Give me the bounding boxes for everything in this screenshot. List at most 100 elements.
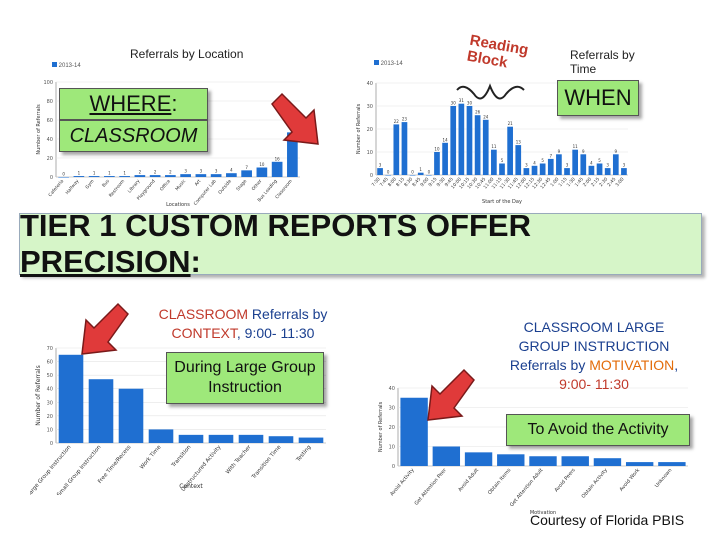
bar xyxy=(529,456,557,466)
where-label: WHERE: xyxy=(89,91,177,116)
bar-value-label: 24 xyxy=(483,114,489,119)
title-motivation: MOTIVATION xyxy=(589,357,675,373)
bar xyxy=(466,106,473,175)
bar xyxy=(178,434,204,443)
credit-text: Courtesy of Florida PBIS xyxy=(530,512,685,528)
category-tick-label: 7:30 xyxy=(371,176,382,188)
avoid-activity-callout: To Avoid the Activity xyxy=(506,414,690,446)
location-value: CLASSROOM xyxy=(69,125,198,147)
y-tick-label: 0 xyxy=(50,175,53,181)
bar xyxy=(268,436,294,443)
category-tick-label: Library xyxy=(127,178,142,194)
category-tick-label: Avoid Adult xyxy=(457,467,480,493)
category-tick-label: 3:00 xyxy=(614,176,625,188)
y-axis-title: Number of Referrals xyxy=(36,104,42,155)
bar-value-label: 2 xyxy=(139,170,142,175)
bar-value-label: 3 xyxy=(215,169,218,174)
category-tick-label: Get Attention Peer xyxy=(414,467,449,507)
category-tick-label: Other xyxy=(251,178,264,192)
bar-value-label: 2 xyxy=(169,170,172,175)
y-axis-title: Number of Referrals xyxy=(35,365,42,425)
bar-value-label: 0 xyxy=(387,170,390,175)
heading-text: TIER 1 CUSTOM REPORTS OFFER PRECISION: xyxy=(20,208,701,280)
reading-block-brace xyxy=(456,83,525,100)
bar-value-label: 1 xyxy=(419,167,422,172)
bar xyxy=(195,174,207,177)
bar xyxy=(298,437,324,443)
y-tick-label: 20 xyxy=(47,414,53,420)
category-tick-label: 1:45 xyxy=(574,176,585,188)
y-tick-label: 10 xyxy=(367,150,373,156)
heading-emphasis: PRECISION xyxy=(20,244,191,279)
category-tick-label: Avoid Activity xyxy=(389,467,415,497)
bar-value-label: 14 xyxy=(443,137,449,142)
category-tick-label: 7:45 xyxy=(379,176,390,188)
bar xyxy=(596,163,603,175)
bar xyxy=(580,154,587,175)
y-tick-label: 60 xyxy=(47,118,53,124)
bar-value-label: 4 xyxy=(230,168,233,173)
title-line3a: Referrals by xyxy=(509,357,590,373)
bar xyxy=(148,429,174,443)
bar xyxy=(612,154,619,175)
arrow-icon xyxy=(81,302,129,355)
y-axis-title: Number of Referrals xyxy=(356,103,362,154)
category-tick-label: Restroom xyxy=(108,178,126,198)
location-chart-title: Referrals by Location xyxy=(130,47,244,61)
category-tick-label: 2:45 xyxy=(606,176,617,188)
category-tick-label: 2:00 xyxy=(582,176,593,188)
bar xyxy=(417,172,424,175)
bar xyxy=(73,176,85,177)
bar-value-label: 26 xyxy=(475,110,481,115)
category-tick-label: 8:00 xyxy=(387,176,398,188)
bar xyxy=(149,175,161,177)
category-tick-label: 1:15 xyxy=(557,176,568,188)
bar-value-label: 9 xyxy=(615,149,618,154)
bar xyxy=(104,176,115,177)
where-word: WHERE xyxy=(89,91,172,116)
y-tick-label: 40 xyxy=(47,387,53,393)
bar-value-label: 7 xyxy=(550,153,553,158)
category-tick-label: Obtain Activity xyxy=(581,467,609,499)
bar xyxy=(539,163,546,175)
bar xyxy=(572,149,579,175)
category-tick-label: 9:45 xyxy=(444,176,455,188)
category-tick-label: Free Time/Recess xyxy=(97,444,132,485)
category-tick-label: Unknown xyxy=(654,467,674,489)
y-tick-label: 20 xyxy=(367,127,373,133)
bar xyxy=(450,106,457,175)
category-tick-label: 9:30 xyxy=(436,176,447,188)
category-tick-label: Outside xyxy=(217,178,233,195)
bar-value-label: 3 xyxy=(525,163,528,168)
y-tick-label: 10 xyxy=(389,445,395,451)
x-axis-title: Context xyxy=(179,483,203,490)
bar xyxy=(401,122,408,175)
bar xyxy=(604,168,611,175)
bar-value-label: 0 xyxy=(428,170,431,175)
category-tick-label: 1:30 xyxy=(566,176,577,188)
category-tick-label: Hallway xyxy=(64,178,80,196)
y-tick-label: 40 xyxy=(389,386,395,392)
y-tick-label: 80 xyxy=(47,99,53,105)
y-axis-title: Number of Referrals xyxy=(378,401,384,452)
bar xyxy=(593,458,622,466)
bar-value-label: 10 xyxy=(259,162,265,167)
title-classroom: CLASSROOM xyxy=(158,306,249,322)
y-tick-label: 10 xyxy=(47,427,53,433)
title-comma: , xyxy=(674,357,679,373)
x-axis-title: Motivation xyxy=(530,510,556,516)
bar xyxy=(400,397,428,466)
bar xyxy=(377,168,383,175)
category-tick-label: 8:45 xyxy=(411,176,422,188)
y-tick-label: 20 xyxy=(389,425,395,431)
bar xyxy=(409,175,416,176)
bar-value-label: 16 xyxy=(275,156,281,161)
bar-value-label: 5 xyxy=(501,158,504,163)
arrow-icon xyxy=(271,92,319,145)
title-referrals: Referrals by xyxy=(248,306,328,322)
heading-suffix: : xyxy=(190,244,201,279)
category-tick-label: Cafeteria xyxy=(47,178,65,198)
bar xyxy=(561,456,589,466)
title-line1: CLASSROOM LARGE xyxy=(523,319,665,335)
y-tick-label: 40 xyxy=(367,81,373,87)
